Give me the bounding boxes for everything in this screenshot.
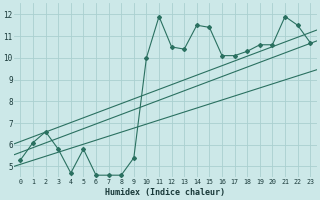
X-axis label: Humidex (Indice chaleur): Humidex (Indice chaleur) bbox=[105, 188, 225, 197]
